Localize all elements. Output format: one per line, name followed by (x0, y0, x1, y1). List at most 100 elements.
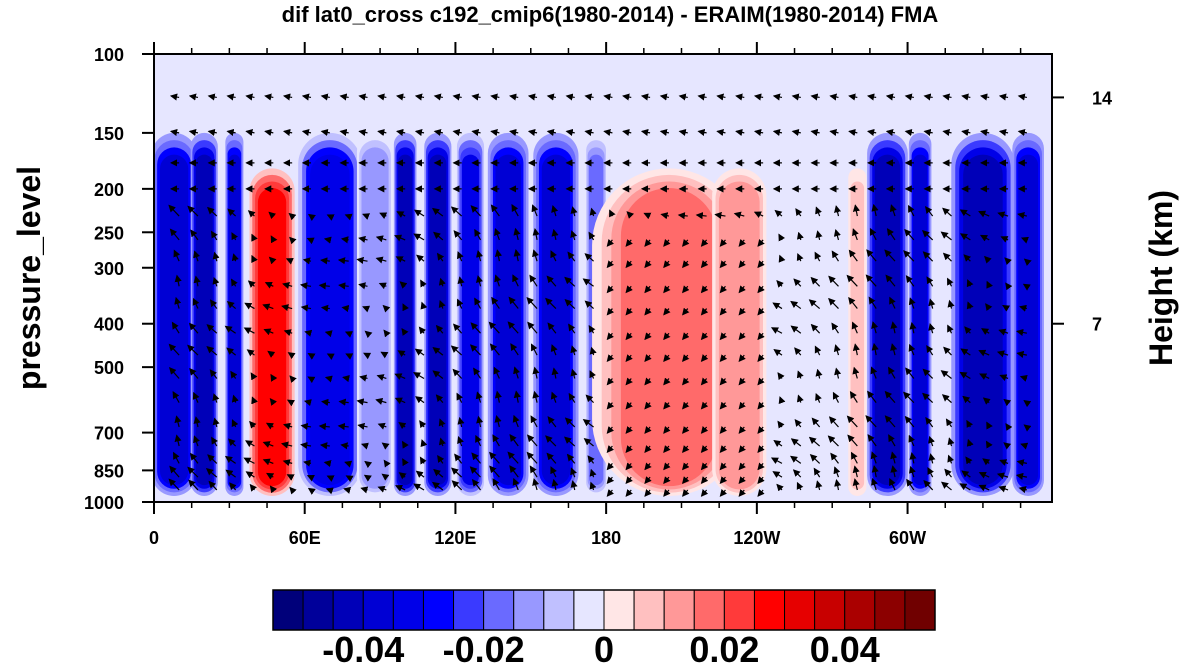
wind-vector (1022, 283, 1031, 291)
wind-vector (338, 398, 349, 406)
wind-vector (382, 304, 391, 313)
wind-vector (265, 422, 274, 430)
wind-vector (606, 462, 615, 471)
wind-vector (263, 328, 274, 336)
wind-vector (363, 352, 372, 360)
x-tick-label: 120E (434, 528, 476, 548)
wind-vector (866, 249, 877, 262)
wind-vector (908, 343, 916, 356)
wind-vector (270, 373, 278, 382)
anomaly-contour (159, 154, 189, 486)
wind-vector (433, 468, 444, 478)
wind-vector (814, 345, 822, 356)
wind-vector (644, 332, 652, 341)
anomaly-contour (257, 188, 287, 487)
wind-vector (984, 255, 992, 264)
wind-vector (264, 93, 274, 101)
wind-vector (926, 345, 934, 356)
wind-vector (959, 483, 971, 491)
colorbar-box (784, 589, 816, 631)
wind-vector (922, 251, 934, 262)
wind-vector (587, 455, 595, 464)
wind-vector (871, 321, 879, 334)
wind-vector (419, 456, 427, 465)
anomaly-column (424, 132, 452, 496)
wind-vector (889, 478, 896, 491)
wind-vector (450, 206, 463, 217)
wind-vector (1016, 328, 1027, 337)
wind-vector (738, 462, 746, 471)
wind-vector (337, 422, 349, 431)
wind-vector (772, 302, 783, 310)
wind-vector (169, 465, 180, 478)
wind-vector (532, 366, 540, 379)
wind-vector (1015, 472, 1027, 480)
wind-vector (772, 471, 783, 478)
wind-vector (663, 238, 671, 247)
wind-vector (358, 235, 368, 243)
wind-vector (606, 332, 615, 341)
wind-vector (663, 476, 671, 485)
right-tick-label: 7 (1092, 315, 1102, 335)
wind-vector (904, 415, 915, 428)
wind-vector (1020, 442, 1029, 450)
wind-vector (436, 252, 445, 262)
wind-vector (285, 257, 294, 265)
wind-vector (848, 93, 858, 101)
wind-vector (250, 372, 258, 381)
wind-vector (526, 296, 538, 309)
wind-vector (606, 426, 615, 434)
wind-vector (794, 347, 802, 356)
y-tick-label: 1000 (84, 493, 124, 513)
wind-vector (289, 236, 297, 245)
wind-vector (719, 307, 728, 316)
wind-vector (829, 128, 839, 137)
wind-vector (432, 207, 444, 217)
wind-vector (319, 442, 330, 450)
wind-vector (644, 307, 652, 316)
wind-vector (224, 325, 236, 334)
wind-vector (682, 377, 690, 386)
wind-vector (529, 274, 538, 287)
wind-vector (831, 322, 839, 334)
wind-vector (415, 396, 425, 404)
wind-vector (249, 483, 257, 492)
wind-vector (682, 445, 690, 453)
wind-vector (431, 481, 444, 491)
wind-vector (339, 128, 349, 137)
wind-vector (188, 93, 199, 101)
wind-vector (622, 93, 632, 101)
wind-vector (833, 228, 841, 241)
wind-vector (306, 237, 315, 245)
wind-vector (470, 205, 481, 217)
colorbar-box (753, 589, 786, 631)
wind-vector (394, 484, 406, 492)
wind-vector (998, 328, 1009, 336)
wind-vector (585, 394, 595, 404)
wind-vector (757, 377, 765, 386)
wind-vector (245, 93, 255, 101)
wind-vector (413, 209, 425, 217)
wind-vector (790, 300, 802, 310)
wind-vector (433, 128, 443, 137)
wind-vector (1019, 374, 1028, 382)
wind-vector (999, 459, 1009, 466)
wind-vector (904, 93, 914, 101)
colorbar: -0.04 -0.02 0 0.02 0.04 (272, 589, 936, 670)
wind-vector (625, 307, 633, 316)
wind-vector (848, 249, 858, 262)
wind-vector (962, 395, 971, 404)
wind-vector (323, 236, 332, 244)
wind-vector (507, 451, 519, 464)
wind-vector (381, 473, 390, 481)
wind-vector (207, 128, 217, 137)
wind-vector (398, 422, 407, 430)
wind-vector (941, 394, 952, 404)
wind-vector (383, 459, 391, 468)
wind-vector (834, 479, 842, 491)
wind-vector (903, 391, 915, 404)
wind-vector (1005, 422, 1013, 431)
wind-vector (289, 375, 297, 384)
anomaly-column (867, 132, 908, 496)
wind-vector (318, 282, 330, 290)
